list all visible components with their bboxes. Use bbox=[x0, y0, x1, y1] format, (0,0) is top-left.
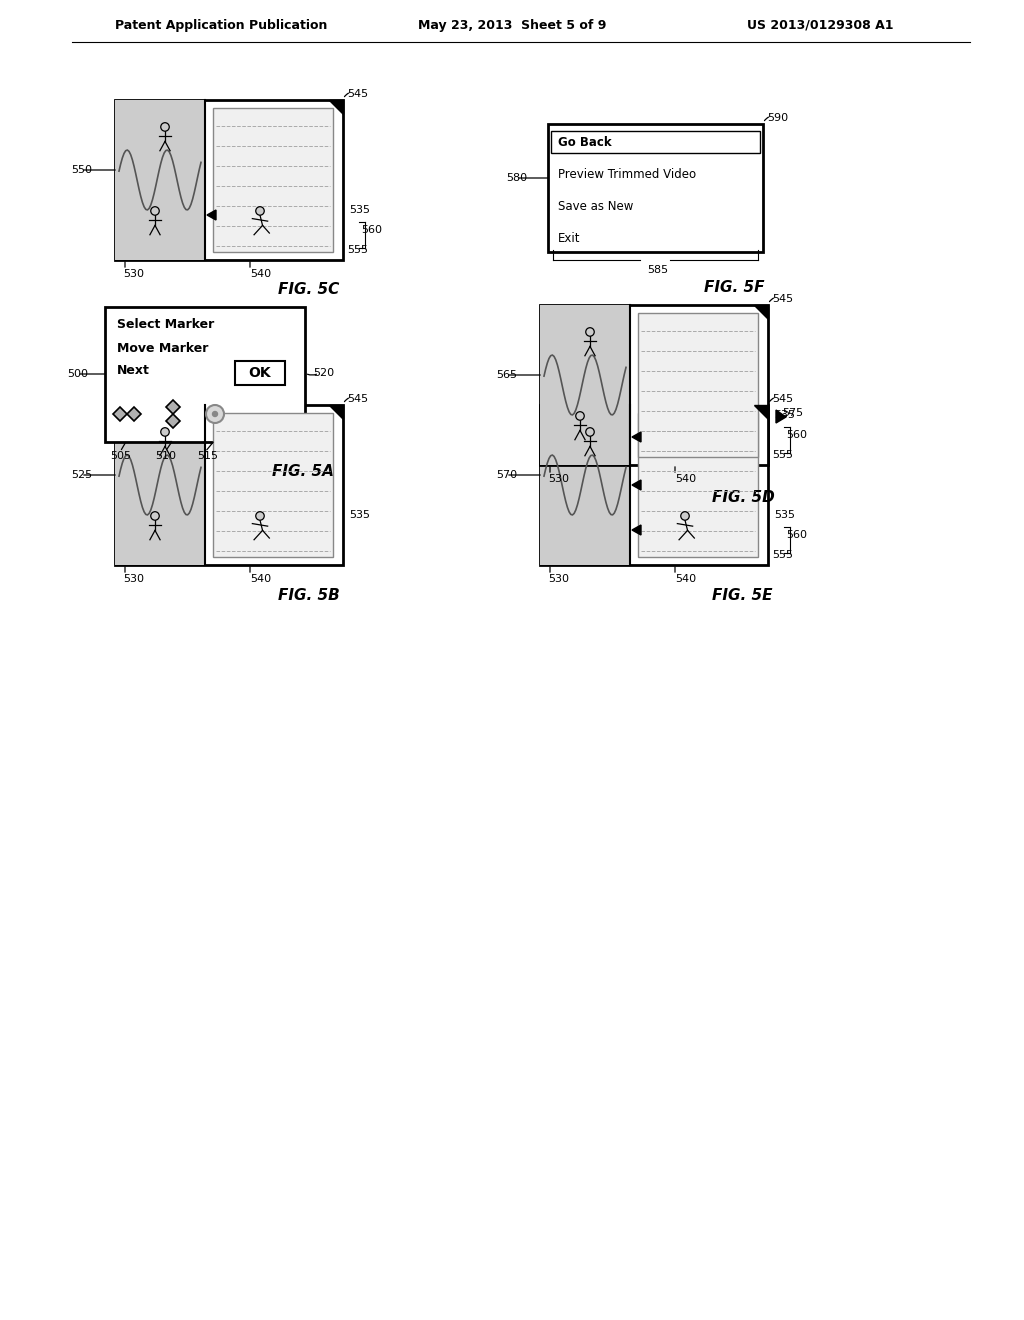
Text: 560: 560 bbox=[786, 531, 807, 540]
Text: 530: 530 bbox=[548, 574, 569, 583]
Circle shape bbox=[151, 512, 160, 520]
Text: 585: 585 bbox=[647, 265, 668, 275]
Polygon shape bbox=[329, 405, 343, 418]
Circle shape bbox=[256, 512, 264, 520]
Text: 520: 520 bbox=[313, 368, 334, 378]
Text: 550: 550 bbox=[71, 165, 92, 176]
Bar bbox=[540, 305, 630, 465]
Text: OK: OK bbox=[249, 366, 271, 380]
Text: 535: 535 bbox=[349, 205, 370, 215]
Polygon shape bbox=[754, 305, 768, 319]
Bar bbox=[234, 360, 285, 385]
Bar bbox=[540, 305, 768, 465]
Text: Select Marker: Select Marker bbox=[117, 318, 214, 331]
Text: US 2013/0129308 A1: US 2013/0129308 A1 bbox=[746, 18, 893, 32]
Polygon shape bbox=[166, 414, 180, 428]
Text: FIG. 5A: FIG. 5A bbox=[272, 465, 334, 479]
Text: FIG. 5B: FIG. 5B bbox=[278, 589, 340, 603]
Bar bbox=[213, 413, 333, 557]
Circle shape bbox=[161, 123, 169, 131]
Text: 540: 540 bbox=[675, 574, 696, 583]
Polygon shape bbox=[632, 480, 641, 490]
Text: 535: 535 bbox=[349, 510, 370, 520]
Polygon shape bbox=[113, 407, 127, 421]
Bar bbox=[638, 413, 758, 557]
Circle shape bbox=[161, 428, 169, 436]
Polygon shape bbox=[754, 405, 768, 418]
Bar bbox=[213, 108, 333, 252]
Polygon shape bbox=[632, 432, 641, 442]
Text: Go Back: Go Back bbox=[558, 136, 611, 149]
Text: 560: 560 bbox=[361, 224, 382, 235]
Text: 560: 560 bbox=[786, 430, 807, 440]
Text: 590: 590 bbox=[767, 114, 788, 123]
Bar bbox=[540, 405, 630, 565]
Polygon shape bbox=[127, 407, 141, 421]
Text: 545: 545 bbox=[347, 88, 368, 99]
Polygon shape bbox=[166, 400, 180, 414]
Circle shape bbox=[586, 428, 594, 436]
Text: 530: 530 bbox=[123, 269, 144, 279]
Text: 515: 515 bbox=[197, 451, 218, 461]
Bar bbox=[548, 124, 763, 252]
Circle shape bbox=[213, 412, 217, 417]
Text: 540: 540 bbox=[250, 269, 271, 279]
Polygon shape bbox=[776, 411, 786, 422]
Circle shape bbox=[256, 207, 264, 215]
Text: 530: 530 bbox=[123, 574, 144, 583]
Text: 545: 545 bbox=[772, 393, 794, 404]
Polygon shape bbox=[207, 210, 216, 220]
Text: 545: 545 bbox=[772, 294, 794, 304]
Circle shape bbox=[151, 207, 160, 215]
Circle shape bbox=[681, 512, 689, 520]
Text: FIG. 5F: FIG. 5F bbox=[705, 280, 765, 294]
Text: 555: 555 bbox=[347, 246, 368, 255]
Polygon shape bbox=[632, 525, 641, 535]
Text: FIG. 5D: FIG. 5D bbox=[712, 491, 775, 506]
Text: 500: 500 bbox=[67, 370, 88, 379]
Text: 535: 535 bbox=[774, 411, 795, 420]
Circle shape bbox=[206, 405, 224, 422]
Text: 525: 525 bbox=[71, 470, 92, 480]
Text: Next: Next bbox=[117, 364, 150, 378]
Text: 580: 580 bbox=[506, 173, 527, 183]
Text: 555: 555 bbox=[772, 450, 793, 459]
Circle shape bbox=[586, 327, 594, 337]
Bar bbox=[638, 313, 758, 457]
Text: 575: 575 bbox=[782, 408, 803, 418]
Text: 570: 570 bbox=[496, 470, 517, 480]
Text: 540: 540 bbox=[675, 474, 696, 484]
Text: 530: 530 bbox=[548, 474, 569, 484]
Text: 565: 565 bbox=[496, 370, 517, 380]
Circle shape bbox=[575, 412, 585, 420]
Polygon shape bbox=[329, 100, 343, 114]
Text: Patent Application Publication: Patent Application Publication bbox=[115, 18, 328, 32]
Bar bbox=[540, 405, 768, 565]
Bar bbox=[115, 100, 343, 260]
Text: 555: 555 bbox=[772, 550, 793, 560]
Bar bbox=[551, 131, 760, 153]
Bar bbox=[115, 405, 343, 565]
Text: Preview Trimmed Video: Preview Trimmed Video bbox=[558, 168, 696, 181]
Text: Move Marker: Move Marker bbox=[117, 342, 208, 355]
Text: FIG. 5C: FIG. 5C bbox=[278, 282, 339, 297]
Text: Exit: Exit bbox=[558, 231, 581, 244]
Text: May 23, 2013  Sheet 5 of 9: May 23, 2013 Sheet 5 of 9 bbox=[418, 18, 606, 32]
Text: 545: 545 bbox=[347, 393, 368, 404]
Text: 540: 540 bbox=[250, 574, 271, 583]
Bar bbox=[115, 100, 205, 260]
Text: 535: 535 bbox=[774, 510, 795, 520]
Text: FIG. 5E: FIG. 5E bbox=[712, 589, 772, 603]
Text: 505: 505 bbox=[110, 451, 131, 461]
Bar bbox=[105, 308, 305, 442]
Text: Save as New: Save as New bbox=[558, 199, 634, 213]
Text: 510: 510 bbox=[155, 451, 176, 461]
Bar bbox=[115, 405, 205, 565]
